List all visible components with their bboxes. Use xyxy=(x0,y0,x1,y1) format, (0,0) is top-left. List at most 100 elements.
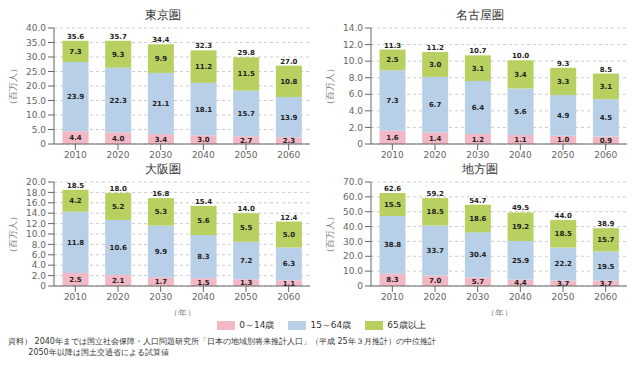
svg-text:2060: 2060 xyxy=(594,150,617,160)
svg-text:2010: 2010 xyxy=(64,150,87,160)
svg-text:5.7: 5.7 xyxy=(472,278,485,286)
svg-text:（年）: （年） xyxy=(169,308,196,316)
svg-text:22.3: 22.3 xyxy=(110,97,127,105)
svg-text:16.0: 16.0 xyxy=(26,198,46,208)
svg-text:20.0: 20.0 xyxy=(26,177,46,187)
svg-text:11.2: 11.2 xyxy=(427,44,444,52)
svg-text:8.0: 8.0 xyxy=(32,240,47,250)
svg-text:8.3: 8.3 xyxy=(386,276,399,284)
svg-text:19.5: 19.5 xyxy=(597,263,614,271)
svg-text:4.4: 4.4 xyxy=(514,279,527,287)
svg-text:59.2: 59.2 xyxy=(427,190,444,198)
svg-text:3.3: 3.3 xyxy=(557,78,570,86)
svg-text:7.2: 7.2 xyxy=(240,257,253,265)
svg-text:15.4: 15.4 xyxy=(195,198,212,206)
svg-text:18.6: 18.6 xyxy=(469,215,486,223)
svg-text:34.4: 34.4 xyxy=(152,36,169,44)
svg-text:1.3: 1.3 xyxy=(240,279,253,287)
svg-text:2060: 2060 xyxy=(594,292,617,302)
svg-text:6.3: 6.3 xyxy=(283,260,296,268)
svg-text:10.0: 10.0 xyxy=(512,52,529,60)
svg-text:9.9: 9.9 xyxy=(155,55,168,63)
svg-text:12.4: 12.4 xyxy=(280,214,297,222)
svg-text:1.6: 1.6 xyxy=(386,134,399,142)
svg-text:11.5: 11.5 xyxy=(238,70,255,78)
svg-text:13.9: 13.9 xyxy=(280,114,297,122)
svg-text:9.9: 9.9 xyxy=(155,248,168,256)
svg-text:（年）: （年） xyxy=(486,308,513,316)
svg-text:19.2: 19.2 xyxy=(512,223,529,231)
svg-text:2030: 2030 xyxy=(466,150,489,160)
svg-text:6.7: 6.7 xyxy=(429,101,442,109)
svg-text:50.0: 50.0 xyxy=(343,207,363,217)
svg-text:4.5: 4.5 xyxy=(600,114,613,122)
svg-text:4.2: 4.2 xyxy=(69,197,82,205)
svg-text:4.0: 4.0 xyxy=(112,135,125,143)
svg-text:1.1: 1.1 xyxy=(283,280,296,288)
svg-text:15.0: 15.0 xyxy=(26,96,46,106)
svg-text:62.6: 62.6 xyxy=(384,185,401,193)
svg-text:3.1: 3.1 xyxy=(472,65,485,73)
svg-text:1.0: 1.0 xyxy=(557,136,570,144)
svg-text:5.5: 5.5 xyxy=(240,224,253,232)
svg-text:18.5: 18.5 xyxy=(427,208,444,216)
svg-text:2.3: 2.3 xyxy=(283,137,296,145)
svg-text:2050: 2050 xyxy=(552,292,575,302)
svg-text:60.0: 60.0 xyxy=(343,192,363,202)
svg-text:2060: 2060 xyxy=(277,292,300,302)
svg-text:2040: 2040 xyxy=(509,292,532,302)
svg-text:2040: 2040 xyxy=(192,150,215,160)
svg-text:5.0: 5.0 xyxy=(32,125,47,135)
svg-text:1.1: 1.1 xyxy=(514,136,527,144)
svg-text:2.5: 2.5 xyxy=(386,56,399,64)
svg-text:9.3: 9.3 xyxy=(557,60,570,68)
svg-text:21.1: 21.1 xyxy=(152,100,169,108)
svg-text:40.0: 40.0 xyxy=(26,23,46,33)
svg-text:23.9: 23.9 xyxy=(67,93,84,101)
svg-text:10.8: 10.8 xyxy=(280,78,297,86)
svg-text:10.0: 10.0 xyxy=(343,56,363,66)
svg-text:29.8: 29.8 xyxy=(238,49,255,57)
svg-text:35.6: 35.6 xyxy=(67,33,84,41)
svg-text:12.0: 12.0 xyxy=(343,40,363,50)
svg-text:49.5: 49.5 xyxy=(512,204,529,212)
svg-text:11.8: 11.8 xyxy=(67,239,84,247)
svg-text:35.0: 35.0 xyxy=(26,38,46,48)
svg-text:0: 0 xyxy=(357,281,363,291)
svg-text:38.9: 38.9 xyxy=(597,220,614,228)
svg-text:2030: 2030 xyxy=(466,292,489,302)
svg-text:18.0: 18.0 xyxy=(110,185,127,193)
svg-text:2050: 2050 xyxy=(552,150,575,160)
svg-text:3.0: 3.0 xyxy=(197,136,210,144)
svg-text:3.1: 3.1 xyxy=(600,83,613,91)
svg-text:1.7: 1.7 xyxy=(155,278,168,286)
svg-text:2050: 2050 xyxy=(235,292,258,302)
svg-text:11.2: 11.2 xyxy=(195,63,212,71)
svg-text:10.0: 10.0 xyxy=(26,229,46,239)
svg-text:35.7: 35.7 xyxy=(110,33,127,41)
svg-text:18.1: 18.1 xyxy=(195,106,212,114)
svg-text:2040: 2040 xyxy=(192,292,215,302)
svg-text:5.3: 5.3 xyxy=(155,208,168,216)
svg-text:5.6: 5.6 xyxy=(514,108,527,116)
svg-text:38.8: 38.8 xyxy=(384,241,401,249)
svg-text:10.7: 10.7 xyxy=(469,47,486,55)
svg-text:14.0: 14.0 xyxy=(26,208,46,218)
svg-text:18.5: 18.5 xyxy=(555,230,572,238)
svg-text:1.2: 1.2 xyxy=(472,136,485,144)
svg-text:2020: 2020 xyxy=(107,150,130,160)
svg-text:2050: 2050 xyxy=(235,150,258,160)
svg-text:14.0: 14.0 xyxy=(343,23,363,33)
svg-text:9.3: 9.3 xyxy=(112,51,125,59)
svg-text:7.3: 7.3 xyxy=(69,48,82,56)
svg-text:2.0: 2.0 xyxy=(349,123,364,133)
svg-text:2010: 2010 xyxy=(381,150,404,160)
svg-text:10.0: 10.0 xyxy=(26,110,46,120)
svg-text:4.9: 4.9 xyxy=(557,112,570,120)
svg-text:3.4: 3.4 xyxy=(514,71,527,79)
svg-text:14.0: 14.0 xyxy=(238,205,255,213)
svg-text:6.0: 6.0 xyxy=(32,250,47,260)
svg-text:54.7: 54.7 xyxy=(469,197,486,205)
svg-text:2010: 2010 xyxy=(64,292,87,302)
svg-text:20.0: 20.0 xyxy=(343,251,363,261)
